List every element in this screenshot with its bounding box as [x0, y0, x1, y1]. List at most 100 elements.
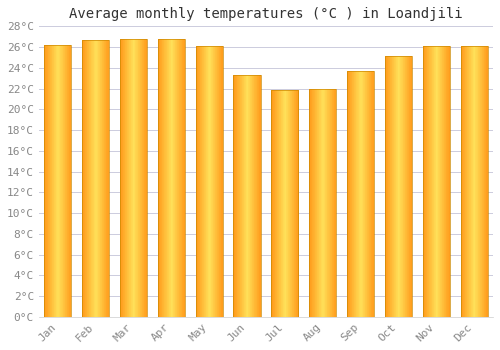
Bar: [447, 46, 448, 317]
Bar: [347, 71, 348, 317]
Bar: [196, 46, 197, 317]
Bar: [91, 40, 92, 317]
Bar: [141, 39, 142, 317]
Bar: [353, 71, 354, 317]
Bar: [234, 75, 236, 317]
Bar: [433, 46, 434, 317]
Bar: [402, 56, 403, 317]
Bar: [366, 71, 368, 317]
Bar: [480, 46, 481, 317]
Bar: [406, 56, 408, 317]
Bar: [438, 46, 439, 317]
Bar: [46, 45, 47, 317]
Bar: [52, 45, 53, 317]
Bar: [246, 75, 247, 317]
Bar: [356, 71, 357, 317]
Bar: [222, 46, 223, 317]
Bar: [466, 46, 468, 317]
Bar: [50, 45, 51, 317]
Bar: [218, 46, 220, 317]
Bar: [276, 90, 278, 317]
Bar: [475, 46, 476, 317]
Bar: [430, 46, 431, 317]
Bar: [350, 71, 351, 317]
Bar: [143, 39, 144, 317]
Bar: [257, 75, 258, 317]
Bar: [51, 45, 52, 317]
Bar: [160, 39, 161, 317]
Bar: [325, 89, 326, 317]
Bar: [48, 45, 49, 317]
Bar: [329, 89, 330, 317]
Bar: [56, 45, 57, 317]
Bar: [86, 40, 87, 317]
Bar: [158, 39, 185, 317]
Bar: [436, 46, 437, 317]
Bar: [461, 46, 462, 317]
Bar: [123, 39, 124, 317]
Bar: [68, 45, 70, 317]
Bar: [310, 89, 311, 317]
Bar: [318, 89, 320, 317]
Bar: [464, 46, 466, 317]
Bar: [426, 46, 428, 317]
Bar: [178, 39, 179, 317]
Bar: [132, 39, 133, 317]
Bar: [349, 71, 350, 317]
Bar: [86, 40, 88, 317]
Bar: [334, 89, 335, 317]
Bar: [59, 45, 60, 317]
Bar: [392, 56, 393, 317]
Bar: [393, 56, 394, 317]
Bar: [243, 75, 244, 317]
Bar: [483, 46, 484, 317]
Bar: [462, 46, 464, 317]
Bar: [271, 90, 272, 317]
Bar: [180, 39, 181, 317]
Bar: [474, 46, 475, 317]
Bar: [444, 46, 445, 317]
Bar: [248, 75, 249, 317]
Bar: [183, 39, 184, 317]
Bar: [388, 56, 389, 317]
Bar: [168, 39, 170, 317]
Bar: [196, 46, 223, 317]
Bar: [373, 71, 374, 317]
Bar: [258, 75, 260, 317]
Bar: [130, 39, 132, 317]
Bar: [463, 46, 464, 317]
Bar: [422, 46, 450, 317]
Bar: [371, 71, 372, 317]
Bar: [396, 56, 397, 317]
Bar: [58, 45, 59, 317]
Bar: [163, 39, 164, 317]
Bar: [120, 39, 121, 317]
Bar: [486, 46, 487, 317]
Bar: [460, 46, 461, 317]
Bar: [352, 71, 353, 317]
Bar: [161, 39, 162, 317]
Bar: [184, 39, 185, 317]
Bar: [398, 56, 399, 317]
Bar: [470, 46, 472, 317]
Bar: [460, 46, 488, 317]
Bar: [60, 45, 61, 317]
Bar: [397, 56, 398, 317]
Bar: [473, 46, 474, 317]
Bar: [408, 56, 410, 317]
Bar: [361, 71, 362, 317]
Bar: [137, 39, 138, 317]
Bar: [176, 39, 178, 317]
Bar: [242, 75, 243, 317]
Bar: [55, 45, 56, 317]
Bar: [478, 46, 479, 317]
Bar: [335, 89, 336, 317]
Bar: [130, 39, 131, 317]
Bar: [330, 89, 331, 317]
Bar: [140, 39, 141, 317]
Bar: [290, 90, 291, 317]
Bar: [332, 89, 333, 317]
Bar: [449, 46, 450, 317]
Bar: [252, 75, 253, 317]
Bar: [174, 39, 176, 317]
